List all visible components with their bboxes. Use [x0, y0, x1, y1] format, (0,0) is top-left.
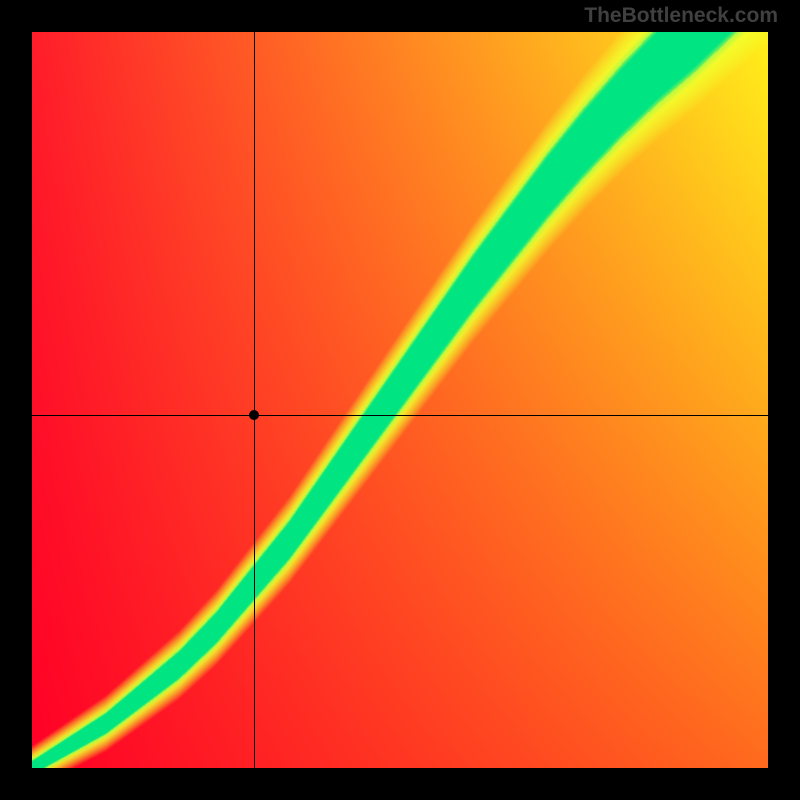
crosshair-vertical [254, 32, 255, 768]
heatmap-canvas [32, 32, 768, 768]
crosshair-marker [249, 410, 259, 420]
watermark-text: TheBottleneck.com [584, 4, 778, 28]
crosshair-horizontal [32, 415, 768, 416]
plot-area [32, 32, 768, 768]
